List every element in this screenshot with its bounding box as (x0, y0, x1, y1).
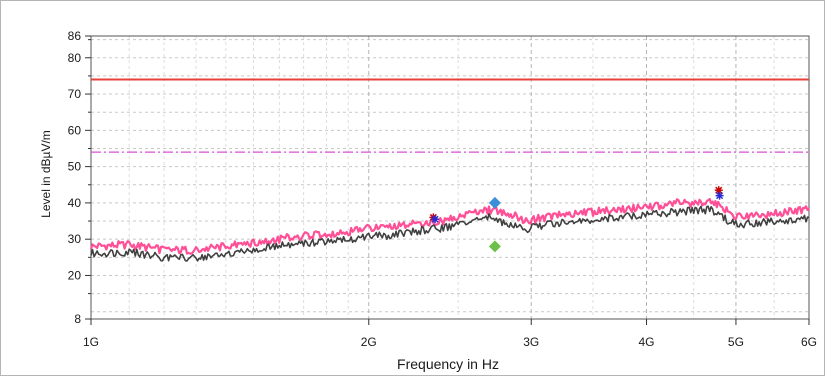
y-tick-label: 70 (68, 87, 82, 101)
diamond-marker (488, 240, 501, 253)
grid-layer (90, 36, 810, 319)
y-tick-label: 80 (68, 51, 82, 65)
y-tick-label: 8 (74, 312, 81, 326)
star-stroke (716, 192, 724, 200)
x-axis-label: Frequency in Hz (397, 356, 499, 372)
x-tick-label: 6G (801, 335, 817, 349)
plot-area (91, 36, 809, 319)
star-stroke (431, 215, 439, 223)
y-axis-label: Level in dBµV/m (39, 130, 53, 218)
y-tick-label: 60 (68, 123, 82, 137)
star-marker (715, 191, 724, 200)
axis-layer: 8 20 30 40 50 60 70 80 86 1G 2G 3G 4G 5G 6G (68, 29, 817, 349)
plot-border (90, 35, 810, 320)
y-tick-label: 30 (68, 232, 82, 246)
y-tick-label: 50 (68, 160, 82, 174)
x-tick-label: 2G (361, 335, 377, 349)
x-tick-label: 1G (83, 335, 99, 349)
series-trace (89, 197, 810, 255)
diamond-marker (488, 196, 501, 209)
series-layer (89, 78, 810, 262)
star-stroke (715, 186, 723, 194)
y-tick-label: 86 (68, 29, 82, 43)
series-trace (90, 205, 810, 262)
marker-layer (429, 186, 724, 253)
x-tick-label: 5G (728, 335, 744, 349)
x-tick-label: 3G (523, 335, 539, 349)
star-marker (431, 215, 440, 224)
y-tick-label: 40 (68, 196, 82, 210)
x-tick-label: 4G (639, 335, 655, 349)
star-marker (714, 186, 723, 195)
y-tick-label: 20 (68, 268, 82, 282)
